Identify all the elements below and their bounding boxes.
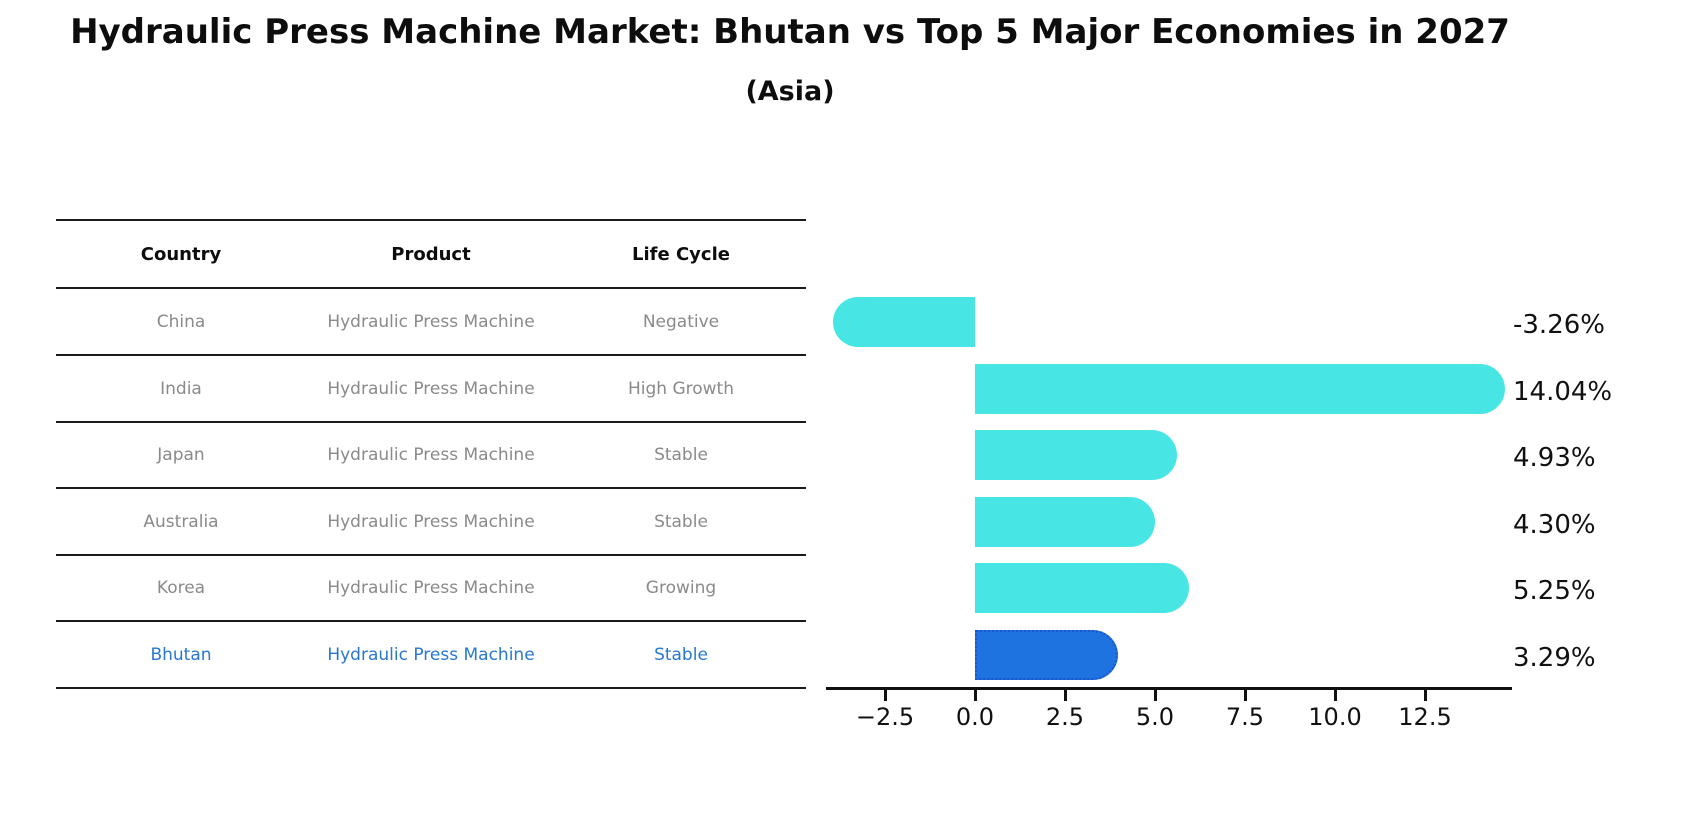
table-cell-product: Hydraulic Press Machine bbox=[327, 445, 535, 465]
bar-australia bbox=[975, 496, 1155, 547]
table-row-india: India Hydraulic Press Machine High Growth bbox=[56, 355, 806, 422]
x-tick-label: 10.0 bbox=[1308, 703, 1362, 731]
table-row-japan: Japan Hydraulic Press Machine Stable bbox=[56, 422, 806, 488]
x-tick-mark bbox=[1423, 690, 1427, 701]
table-cell-product: Hydraulic Press Machine bbox=[327, 378, 535, 399]
column-header-country: Country bbox=[140, 243, 222, 265]
table-cell-country: Korea bbox=[156, 578, 206, 598]
x-tick-mark bbox=[1333, 690, 1337, 701]
table-cell-life-cycle: Stable bbox=[654, 644, 708, 665]
table-row-bhutan: Bhutan Hydraulic Press Machine Stable bbox=[56, 621, 806, 688]
table-header-row: Country Product Life Cycle bbox=[56, 220, 806, 288]
table-cell-life-cycle: Stable bbox=[654, 511, 708, 532]
x-tick-mark bbox=[973, 690, 977, 701]
table-row-china: China Hydraulic Press Machine Negative bbox=[56, 288, 806, 355]
x-tick-mark bbox=[1063, 690, 1067, 701]
table-cell-country: India bbox=[160, 378, 202, 399]
table-cell-life-cycle: Negative bbox=[642, 311, 720, 332]
value-label-japan: 4.93% bbox=[1513, 443, 1596, 473]
table-cell-life-cycle: High Growth bbox=[627, 378, 734, 399]
table-rule bbox=[56, 354, 806, 356]
column-header-product: Product bbox=[391, 243, 471, 265]
bar-india bbox=[975, 363, 1506, 414]
table-rule bbox=[56, 554, 806, 556]
table-cell-country: Australia bbox=[143, 511, 219, 532]
value-label-korea: 5.25% bbox=[1513, 576, 1596, 606]
page-title: Hydraulic Press Machine Market: Bhutan v… bbox=[70, 12, 1510, 52]
table-rule bbox=[56, 687, 806, 689]
table-row-australia: Australia Hydraulic Press Machine Stable bbox=[56, 488, 806, 555]
x-tick-mark bbox=[1243, 690, 1247, 701]
x-tick-label: 7.5 bbox=[1225, 703, 1265, 731]
table-cell-country: China bbox=[156, 311, 206, 332]
x-tick-label: 0.0 bbox=[955, 703, 995, 731]
table-rule bbox=[56, 421, 806, 423]
column-header-life-cycle: Life Cycle bbox=[632, 243, 730, 265]
table-cell-product: Hydraulic Press Machine bbox=[327, 511, 535, 532]
table-rule bbox=[56, 620, 806, 622]
bar-bhutan bbox=[975, 629, 1119, 680]
table-cell-life-cycle: Growing bbox=[645, 578, 717, 598]
value-label-australia: 4.30% bbox=[1513, 509, 1596, 540]
table-cell-country: Bhutan bbox=[150, 644, 212, 665]
table-cell-product: Hydraulic Press Machine bbox=[327, 578, 535, 598]
x-tick-label: −2.5 bbox=[855, 703, 915, 731]
bar-japan bbox=[975, 430, 1178, 480]
page-subtitle: (Asia) bbox=[745, 76, 835, 107]
x-tick-label: 12.5 bbox=[1398, 703, 1452, 731]
table-cell-product: Hydraulic Press Machine bbox=[327, 644, 535, 665]
table-rule bbox=[56, 219, 806, 221]
bar-china bbox=[832, 296, 975, 347]
table-rule bbox=[56, 487, 806, 489]
x-tick-label: 5.0 bbox=[1135, 703, 1175, 731]
bar-korea bbox=[975, 563, 1189, 613]
table-cell-country: Japan bbox=[157, 445, 205, 465]
x-tick-mark bbox=[1153, 690, 1157, 701]
value-label-india: 14.04% bbox=[1513, 376, 1613, 407]
table-row-korea: Korea Hydraulic Press Machine Growing bbox=[56, 555, 806, 621]
x-tick-label: 2.5 bbox=[1045, 703, 1085, 731]
table-cell-life-cycle: Stable bbox=[654, 445, 708, 465]
x-axis-line bbox=[826, 686, 1512, 690]
table-cell-product: Hydraulic Press Machine bbox=[327, 311, 535, 332]
table-rule bbox=[56, 287, 806, 289]
x-tick-mark bbox=[883, 690, 887, 701]
value-label-china: -3.26% bbox=[1513, 309, 1605, 340]
value-label-bhutan: 3.29% bbox=[1513, 642, 1596, 673]
